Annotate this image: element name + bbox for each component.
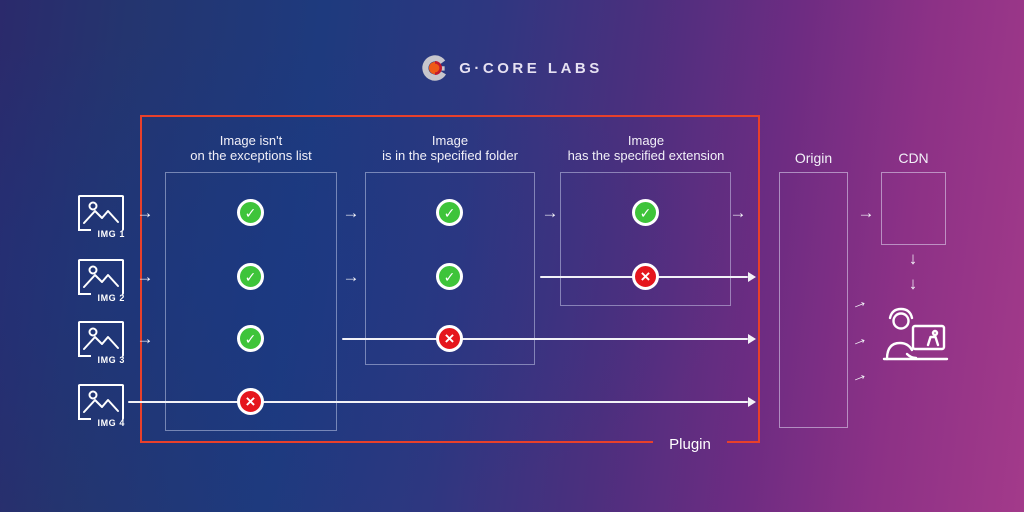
gcore-logo-icon [422,55,448,81]
arrow-right-icon: → [342,267,360,286]
check-badge: ✓ [436,199,463,226]
image-label: IMG 4 [97,418,125,428]
check-badge: ✓ [436,263,463,290]
arrow-right-icon: → [857,203,875,222]
image-icon [83,327,119,350]
image-label: IMG 1 [97,229,125,239]
arrow-right-icon: → [847,290,871,315]
arrow-down-icon: ↓ [908,274,918,293]
stage-2-title: Image is in the specified folder [382,133,518,163]
arrow-right-icon: → [342,203,360,222]
rejected-flow-arrowhead [748,272,756,282]
arrow-right-icon: → [136,329,154,348]
cross-badge: × [237,388,264,415]
image-card-4: IMG 4 [78,384,124,428]
arrow-right-icon: → [541,203,559,222]
arrow-right-icon: → [136,203,154,222]
cdn-label: CDN [898,150,929,166]
image-icon [83,265,119,288]
stage-3-box [560,172,731,306]
origin-label: Origin [794,150,833,166]
origin-box [779,172,848,428]
image-label: IMG 2 [97,293,125,303]
image-label: IMG 3 [97,355,125,365]
check-badge: ✓ [237,263,264,290]
image-card-2: IMG 2 [78,259,124,303]
plugin-box-bottom-right [727,441,760,443]
cdn-box [881,172,946,245]
arrow-right-icon: → [729,203,747,222]
rejected-flow-line [128,401,748,403]
image-icon [83,390,119,413]
arrow-right-icon: → [136,267,154,286]
stage-1-title: Image isn't on the exceptions list [190,133,312,163]
check-badge: ✓ [237,199,264,226]
rejected-flow-arrowhead [748,334,756,344]
stage-2-box [365,172,535,365]
plugin-label: Plugin [669,436,711,453]
image-card-3: IMG 3 [78,321,124,365]
plugin-box [140,115,760,443]
arrow-right-icon: → [847,327,871,352]
arrow-down-icon: ↓ [908,249,918,268]
image-icon [83,201,119,224]
rejected-flow-arrowhead [748,397,756,407]
cross-badge: × [436,325,463,352]
rejected-flow-line [342,338,748,340]
plugin-box-bottom-left [140,441,653,443]
arrow-right-icon: → [847,363,871,388]
gcore-logo: G·CORE LABS [0,54,1024,82]
check-badge: ✓ [632,199,659,226]
user-at-computer-icon [882,307,949,361]
check-badge: ✓ [237,325,264,352]
brand-text: G·CORE LABS [459,59,603,77]
stage-3-title: Image has the specified extension [567,133,725,163]
cross-badge: × [632,263,659,290]
image-card-1: IMG 1 [78,195,124,239]
stage-1-box [165,172,337,431]
